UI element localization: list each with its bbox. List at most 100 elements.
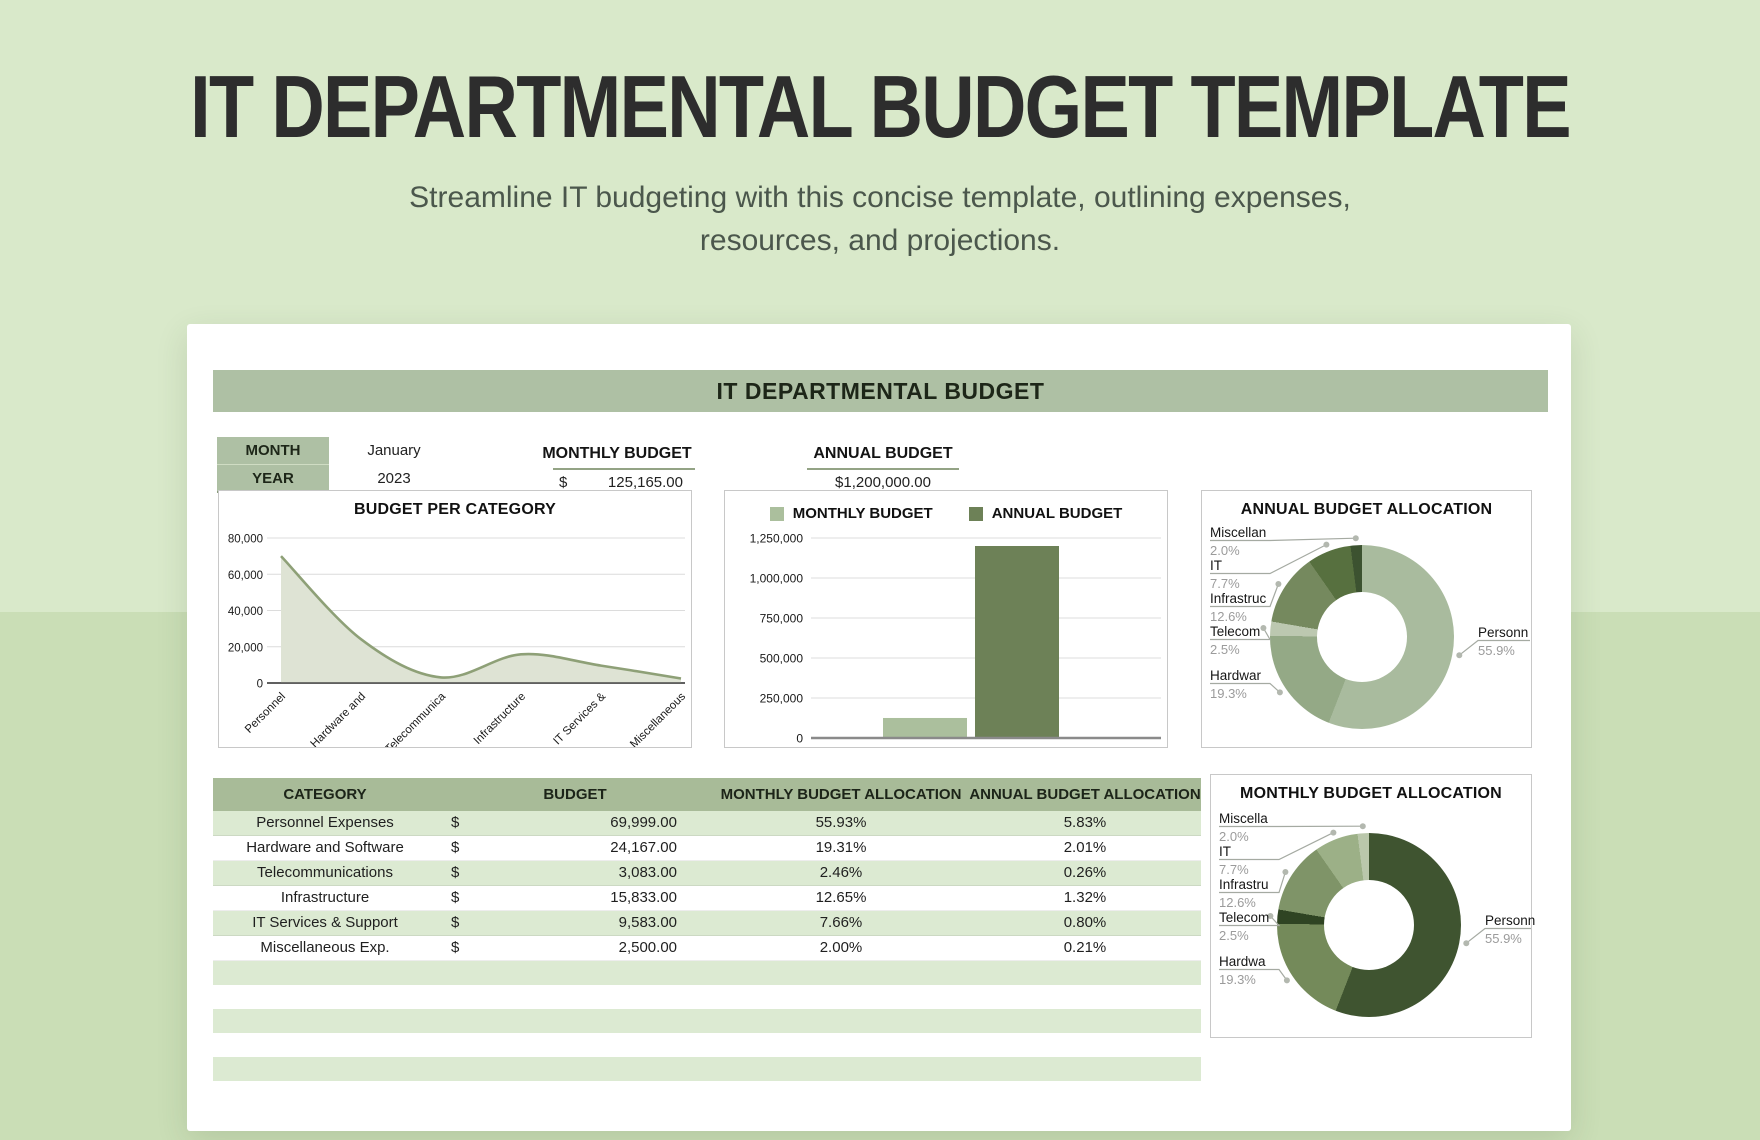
- cell-budget-amount: 24,167.00: [610, 839, 677, 856]
- month-value-cell[interactable]: January: [367, 442, 421, 459]
- svg-text:40,000: 40,000: [228, 606, 263, 618]
- table-header-category: CATEGORY: [283, 786, 367, 803]
- svg-text:Miscellaneous: Miscellaneous: [628, 690, 688, 747]
- donut-segment-label: Hardwa: [1219, 954, 1266, 969]
- svg-text:Personnel: Personnel: [243, 691, 288, 736]
- table-row: Personnel Expenses $69,999.00 55.93% 5.83%: [213, 811, 1201, 836]
- cell-budget[interactable]: $2,500.00: [437, 936, 713, 960]
- annual-budget-underline: [807, 468, 959, 470]
- cell-monthly-allocation[interactable]: 7.66%: [819, 914, 863, 931]
- monthly-budget-underline: [553, 468, 695, 470]
- cell-budget-amount: 3,083.00: [618, 864, 677, 881]
- annual-donut-title: ANNUAL BUDGET ALLOCATION: [1240, 501, 1493, 518]
- cell-category[interactable]: Personnel Expenses: [256, 814, 394, 831]
- monthly-budget-value-cell[interactable]: $ 125,165.00: [559, 474, 683, 491]
- cell-budget[interactable]: $69,999.00: [437, 811, 713, 835]
- cell-budget[interactable]: $15,833.00: [437, 886, 713, 910]
- table-empty-row[interactable]: [213, 1009, 1201, 1033]
- legend-label-monthly: MONTHLY BUDGET: [792, 505, 933, 522]
- donut-segment-label: Telecom: [1219, 910, 1270, 925]
- cell-currency-symbol: $: [451, 889, 460, 906]
- year-label-cell: YEAR: [217, 465, 329, 493]
- donut-segment-percent: 2.0%: [1210, 543, 1240, 558]
- cell-currency-symbol: $: [451, 939, 460, 956]
- svg-text:500,000: 500,000: [760, 652, 804, 666]
- cell-budget[interactable]: $3,083.00: [437, 861, 713, 885]
- bar-chart-legend: MONTHLY BUDGET ANNUAL BUDGET: [725, 505, 1167, 522]
- svg-text:1,250,000: 1,250,000: [750, 532, 804, 546]
- table-empty-row[interactable]: [213, 1033, 1201, 1057]
- table-header-monthly-allocation: MONTHLY BUDGET ALLOCATION: [720, 786, 962, 803]
- cell-category[interactable]: Hardware and Software: [246, 839, 404, 856]
- donut-segment-percent: 7.7%: [1219, 862, 1249, 877]
- donut-segment-percent: 55.9%: [1478, 643, 1515, 658]
- page-subtitle-line1: Streamline IT budgeting with this concis…: [409, 181, 1351, 214]
- area-chart-plot: 0 20,000 40,000 60,000 80,000 Personnel Hardwa…: [228, 534, 688, 748]
- svg-text:0: 0: [257, 679, 263, 691]
- cell-budget[interactable]: $24,167.00: [437, 836, 713, 860]
- svg-text:IT Services &: IT Services &: [551, 690, 608, 747]
- cell-currency-symbol: $: [451, 864, 460, 881]
- annual-budget-value-cell[interactable]: $1,200,000.00: [835, 474, 931, 491]
- cell-monthly-allocation[interactable]: 19.31%: [815, 839, 867, 856]
- svg-text:250,000: 250,000: [760, 692, 804, 706]
- cell-monthly-allocation[interactable]: 2.00%: [819, 939, 863, 956]
- year-value-cell[interactable]: 2023: [377, 470, 411, 487]
- svg-text:60,000: 60,000: [228, 570, 263, 582]
- monthly-allocation-donut-chart: MONTHLY BUDGET ALLOCATION Miscella 2.0% IT…: [1210, 774, 1535, 1038]
- cell-annual-allocation[interactable]: 2.01%: [1063, 839, 1107, 856]
- donut-segment-label: IT: [1210, 558, 1222, 573]
- table-body: Personnel Expenses $69,999.00 55.93% 5.83% H…: [213, 811, 1201, 1081]
- donut-segment-label: Hardwar: [1210, 668, 1262, 683]
- cell-category[interactable]: Telecommunications: [257, 864, 393, 881]
- table-empty-row[interactable]: [213, 1057, 1201, 1081]
- cell-annual-allocation[interactable]: 0.21%: [1063, 939, 1107, 956]
- donut-segment-percent: 12.6%: [1219, 895, 1256, 910]
- svg-text:Telecommunica: Telecommunica: [383, 690, 448, 747]
- cell-annual-allocation[interactable]: 5.83%: [1063, 814, 1107, 831]
- donut-hole: [1324, 880, 1414, 970]
- cell-monthly-allocation[interactable]: 2.46%: [819, 864, 863, 881]
- cell-annual-allocation[interactable]: 0.26%: [1063, 864, 1107, 881]
- page-subtitle: Streamline IT budgeting with this concis…: [0, 176, 1760, 262]
- monthly-donut-title: MONTHLY BUDGET ALLOCATION: [1240, 785, 1502, 802]
- cell-monthly-allocation[interactable]: 55.93%: [815, 814, 867, 831]
- monthly-budget-currency: $: [559, 474, 568, 491]
- area-chart-title: BUDGET PER CATEGORY: [353, 501, 557, 518]
- page-title: IT DEPARTMENTAL BUDGET TEMPLATE: [190, 57, 1571, 156]
- svg-text:20,000: 20,000: [228, 642, 263, 654]
- donut-segment-percent: 2.5%: [1219, 928, 1249, 943]
- table-header-row: CATEGORY BUDGET MONTHLY BUDGET ALLOCATIO…: [213, 778, 1201, 811]
- sheet-title-bar: IT DEPARTMENTAL BUDGET: [213, 370, 1548, 412]
- table-row: Infrastructure $15,833.00 12.65% 1.32%: [213, 886, 1201, 911]
- cell-currency-symbol: $: [451, 839, 460, 856]
- donut-segment-percent: 2.5%: [1210, 642, 1240, 657]
- legend-label-annual: ANNUAL BUDGET: [991, 505, 1123, 522]
- table-row: Hardware and Software $24,167.00 19.31% 2.0…: [213, 836, 1201, 861]
- donut-segment-percent: 19.3%: [1210, 686, 1247, 701]
- table-empty-row[interactable]: [213, 961, 1201, 985]
- monthly-budget-label: MONTHLY BUDGET: [542, 445, 692, 462]
- month-label-cell: MONTH: [217, 437, 329, 465]
- donut-segment-label: Infrastruc: [1210, 591, 1267, 606]
- table-empty-row[interactable]: [213, 985, 1201, 1009]
- cell-annual-allocation[interactable]: 1.32%: [1063, 889, 1107, 906]
- donut-segment-label: Infrastru: [1219, 877, 1269, 892]
- cell-annual-allocation[interactable]: 0.80%: [1063, 914, 1107, 931]
- cell-category[interactable]: Miscellaneous Exp.: [260, 939, 390, 956]
- donut-segment-label: Miscellan: [1210, 525, 1267, 540]
- cell-monthly-allocation[interactable]: 12.65%: [815, 889, 867, 906]
- cell-budget[interactable]: $9,583.00: [437, 911, 713, 935]
- donut-segment-percent: 12.6%: [1210, 609, 1247, 624]
- legend-item-monthly: MONTHLY BUDGET: [769, 505, 933, 522]
- cell-budget-amount: 15,833.00: [610, 889, 677, 906]
- table-header-annual-allocation: ANNUAL BUDGET ALLOCATION: [969, 786, 1201, 803]
- donut-segment-percent: 19.3%: [1219, 972, 1256, 987]
- cell-category[interactable]: IT Services & Support: [252, 914, 398, 931]
- annual-allocation-donut-chart: ANNUAL BUDGET ALLOCATION Miscellan 2.0% IT…: [1201, 490, 1532, 748]
- donut-segment-label: Miscella: [1219, 811, 1268, 826]
- monthly-budget-amount: 125,165.00: [607, 474, 683, 491]
- page-subtitle-line2: resources, and projections.: [699, 224, 1061, 257]
- cell-category[interactable]: Infrastructure: [280, 889, 370, 906]
